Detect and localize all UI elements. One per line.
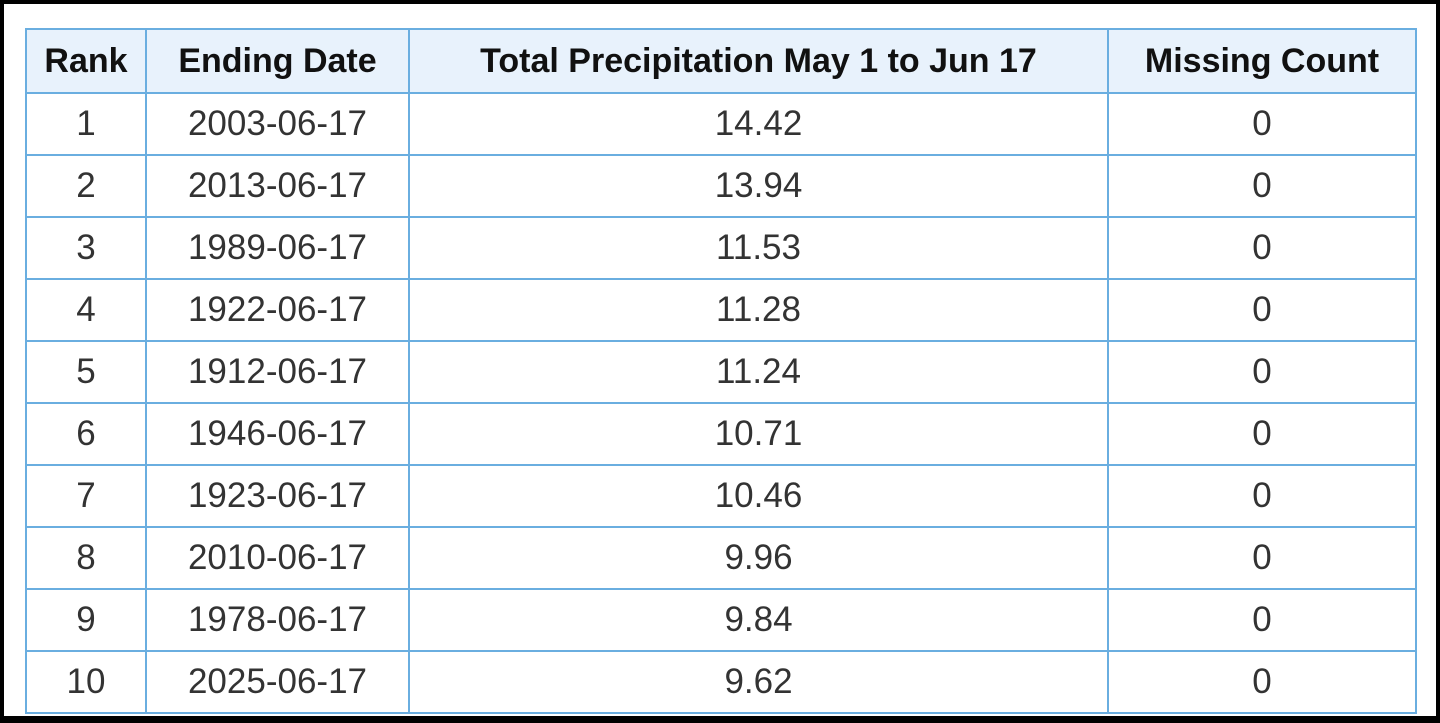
table-row: 10 2025-06-17 9.62 0 xyxy=(25,650,1417,714)
table-cell: 0 xyxy=(1107,464,1417,528)
table-cell: 13.94 xyxy=(408,154,1109,218)
table-cell: 1912-06-17 xyxy=(145,340,410,404)
table-header: Rank Ending Date Total Precipitation May 1… xyxy=(25,28,1417,94)
table-cell: 2025-06-17 xyxy=(145,650,410,714)
table-body: 1 2003-06-17 14.42 0 2 2013-06-17 13.94 0 3 1989-… xyxy=(25,92,1417,714)
table-cell: 0 xyxy=(1107,92,1417,156)
table-row: 1 2003-06-17 14.42 0 xyxy=(25,92,1417,156)
table-cell: 1946-06-17 xyxy=(145,402,410,466)
header-row: Rank Ending Date Total Precipitation May 1… xyxy=(25,28,1417,94)
header-cell: Total Precipitation May 1 to Jun 17 xyxy=(408,28,1109,94)
ranking-table: Rank Ending Date Total Precipitation May 1… xyxy=(25,28,1417,714)
table-cell: 11.53 xyxy=(408,216,1109,280)
table-cell: 5 xyxy=(25,340,147,404)
table-cell: 2003-06-17 xyxy=(145,92,410,156)
table-cell: 11.28 xyxy=(408,278,1109,342)
table-row: 2 2013-06-17 13.94 0 xyxy=(25,154,1417,218)
table-cell: 1 xyxy=(25,92,147,156)
table-cell: 7 xyxy=(25,464,147,528)
table-cell: 6 xyxy=(25,402,147,466)
table-cell: 10.71 xyxy=(408,402,1109,466)
table-cell: 0 xyxy=(1107,526,1417,590)
table-cell: 1989-06-17 xyxy=(145,216,410,280)
table-cell: 9.84 xyxy=(408,588,1109,652)
table-cell: 2013-06-17 xyxy=(145,154,410,218)
table-row: 8 2010-06-17 9.96 0 xyxy=(25,526,1417,590)
table-cell: 10.46 xyxy=(408,464,1109,528)
table-cell: 9.96 xyxy=(408,526,1109,590)
table-cell: 0 xyxy=(1107,278,1417,342)
table-cell: 9.62 xyxy=(408,650,1109,714)
table-cell: 3 xyxy=(25,216,147,280)
table-cell: 14.42 xyxy=(408,92,1109,156)
header-cell: Missing Count xyxy=(1107,28,1417,94)
table-cell: 1978-06-17 xyxy=(145,588,410,652)
table-row: 5 1912-06-17 11.24 0 xyxy=(25,340,1417,404)
table-row: 9 1978-06-17 9.84 0 xyxy=(25,588,1417,652)
table-cell: 4 xyxy=(25,278,147,342)
table-cell: 10 xyxy=(25,650,147,714)
table-cell: 1923-06-17 xyxy=(145,464,410,528)
table-cell: 0 xyxy=(1107,588,1417,652)
table-row: 7 1923-06-17 10.46 0 xyxy=(25,464,1417,528)
header-cell: Ending Date xyxy=(145,28,410,94)
table-cell: 0 xyxy=(1107,340,1417,404)
header-cell: Rank xyxy=(25,28,147,94)
table-cell: 1922-06-17 xyxy=(145,278,410,342)
table-cell: 11.24 xyxy=(408,340,1109,404)
table-cell: 2010-06-17 xyxy=(145,526,410,590)
table-cell: 8 xyxy=(25,526,147,590)
table-cell: 0 xyxy=(1107,650,1417,714)
table-cell: 2 xyxy=(25,154,147,218)
table-cell: 9 xyxy=(25,588,147,652)
table-row: 4 1922-06-17 11.28 0 xyxy=(25,278,1417,342)
table-cell: 0 xyxy=(1107,402,1417,466)
table-row: 3 1989-06-17 11.53 0 xyxy=(25,216,1417,280)
table-cell: 0 xyxy=(1107,154,1417,218)
table-cell: 0 xyxy=(1107,216,1417,280)
table-row: 6 1946-06-17 10.71 0 xyxy=(25,402,1417,466)
